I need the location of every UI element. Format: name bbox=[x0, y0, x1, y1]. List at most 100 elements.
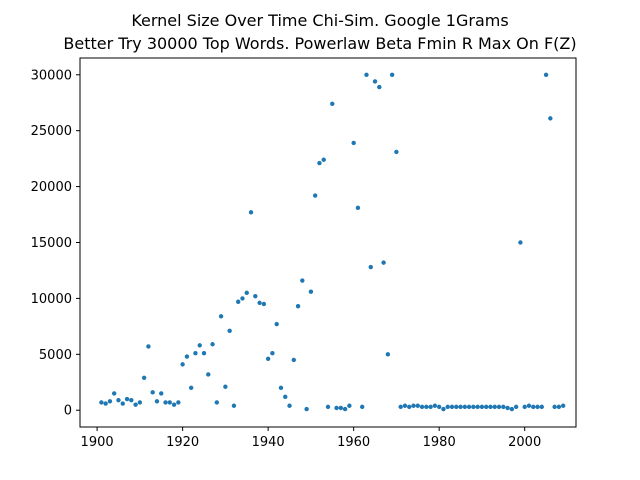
data-point-62 bbox=[364, 72, 369, 77]
data-point-97 bbox=[513, 404, 519, 410]
data-point-48 bbox=[304, 406, 309, 412]
data-point-54 bbox=[330, 101, 335, 107]
data-point-31 bbox=[231, 403, 237, 408]
data-point-18 bbox=[176, 400, 181, 405]
data-point-7 bbox=[129, 397, 134, 403]
data-point-9 bbox=[137, 400, 143, 405]
data-point-17 bbox=[171, 402, 177, 407]
data-point-35 bbox=[248, 210, 254, 215]
x-tick-label-1: 1920 bbox=[166, 435, 199, 450]
data-point-46 bbox=[295, 304, 301, 309]
data-point-11 bbox=[146, 344, 151, 349]
data-point-74 bbox=[415, 403, 420, 408]
data-point-36 bbox=[253, 293, 258, 299]
data-point-101 bbox=[531, 404, 536, 410]
data-point-5 bbox=[120, 401, 125, 406]
data-point-79 bbox=[436, 404, 442, 410]
data-point-108 bbox=[560, 403, 566, 408]
data-point-94 bbox=[501, 404, 506, 410]
data-point-26 bbox=[210, 342, 215, 347]
data-point-12 bbox=[150, 390, 155, 395]
data-point-52 bbox=[321, 157, 326, 162]
x-tick-label-4: 1980 bbox=[423, 435, 456, 450]
data-point-105 bbox=[548, 116, 553, 121]
data-point-43 bbox=[283, 394, 288, 400]
data-point-92 bbox=[492, 404, 497, 410]
data-point-67 bbox=[385, 352, 391, 357]
data-point-10 bbox=[141, 375, 147, 380]
data-point-107 bbox=[556, 404, 562, 410]
data-point-84 bbox=[458, 404, 463, 410]
data-point-89 bbox=[479, 404, 485, 410]
data-point-22 bbox=[193, 351, 198, 356]
data-point-16 bbox=[167, 400, 172, 405]
data-point-83 bbox=[454, 404, 459, 410]
data-point-71 bbox=[402, 403, 408, 408]
x-tick-label-5: 2000 bbox=[508, 435, 541, 450]
data-point-3 bbox=[112, 391, 117, 396]
y-tick-label-0: 0 bbox=[64, 404, 72, 419]
data-point-59 bbox=[351, 140, 356, 146]
data-point-41 bbox=[274, 321, 279, 327]
data-point-78 bbox=[432, 403, 438, 408]
data-point-88 bbox=[475, 404, 480, 410]
data-point-19 bbox=[180, 362, 185, 367]
data-point-76 bbox=[424, 404, 429, 410]
y-tick-label-5: 25000 bbox=[31, 124, 72, 139]
axes-frame bbox=[79, 57, 577, 428]
data-point-99 bbox=[522, 404, 527, 410]
data-point-8 bbox=[133, 402, 138, 407]
data-point-6 bbox=[124, 396, 130, 402]
data-point-70 bbox=[398, 404, 403, 410]
data-point-66 bbox=[381, 260, 386, 265]
data-point-32 bbox=[236, 299, 241, 304]
chart-title-line-2: Better Try 30000 Top Words. Powerlaw Bet… bbox=[63, 34, 577, 53]
data-point-87 bbox=[471, 404, 476, 410]
data-point-47 bbox=[300, 278, 305, 283]
data-point-56 bbox=[338, 405, 344, 411]
axis-ticks: 1900 1920 1940 1960 1980 20000500010000150002… bbox=[31, 68, 542, 450]
data-point-0 bbox=[99, 400, 104, 405]
data-point-80 bbox=[441, 406, 446, 412]
data-points bbox=[99, 72, 566, 412]
data-point-95 bbox=[505, 405, 510, 411]
data-point-39 bbox=[265, 356, 271, 361]
data-point-57 bbox=[342, 406, 348, 412]
data-point-1 bbox=[103, 401, 108, 406]
data-point-85 bbox=[462, 404, 468, 410]
y-tick-label-4: 20000 bbox=[31, 180, 72, 195]
data-point-44 bbox=[287, 403, 292, 408]
data-point-33 bbox=[240, 296, 245, 301]
data-point-30 bbox=[227, 328, 232, 334]
data-point-21 bbox=[188, 385, 194, 391]
data-point-38 bbox=[261, 301, 267, 307]
data-point-90 bbox=[484, 404, 489, 410]
data-point-69 bbox=[394, 149, 399, 155]
data-point-34 bbox=[244, 290, 249, 296]
data-point-42 bbox=[278, 385, 284, 391]
data-point-106 bbox=[552, 404, 557, 410]
y-tick-label-6: 30000 bbox=[31, 68, 72, 83]
data-point-2 bbox=[107, 399, 113, 404]
x-tick-label-0: 1900 bbox=[81, 435, 114, 450]
data-point-37 bbox=[257, 300, 262, 306]
data-point-15 bbox=[163, 400, 168, 405]
data-point-75 bbox=[419, 404, 425, 410]
y-tick-label-1: 5000 bbox=[39, 348, 72, 363]
x-tick-label-3: 1960 bbox=[337, 435, 370, 450]
data-point-4 bbox=[116, 397, 121, 403]
data-point-14 bbox=[159, 391, 164, 396]
data-point-73 bbox=[411, 403, 416, 408]
chart-title-line-1: Kernel Size Over Time Chi-Sim. Google 1G… bbox=[131, 11, 509, 30]
data-point-25 bbox=[206, 372, 211, 377]
data-point-104 bbox=[543, 72, 549, 77]
data-point-72 bbox=[407, 404, 412, 410]
data-point-55 bbox=[334, 405, 339, 411]
data-point-40 bbox=[270, 351, 275, 356]
data-point-13 bbox=[154, 399, 160, 404]
data-point-103 bbox=[539, 404, 544, 410]
data-point-100 bbox=[526, 403, 532, 408]
data-point-51 bbox=[317, 160, 322, 166]
